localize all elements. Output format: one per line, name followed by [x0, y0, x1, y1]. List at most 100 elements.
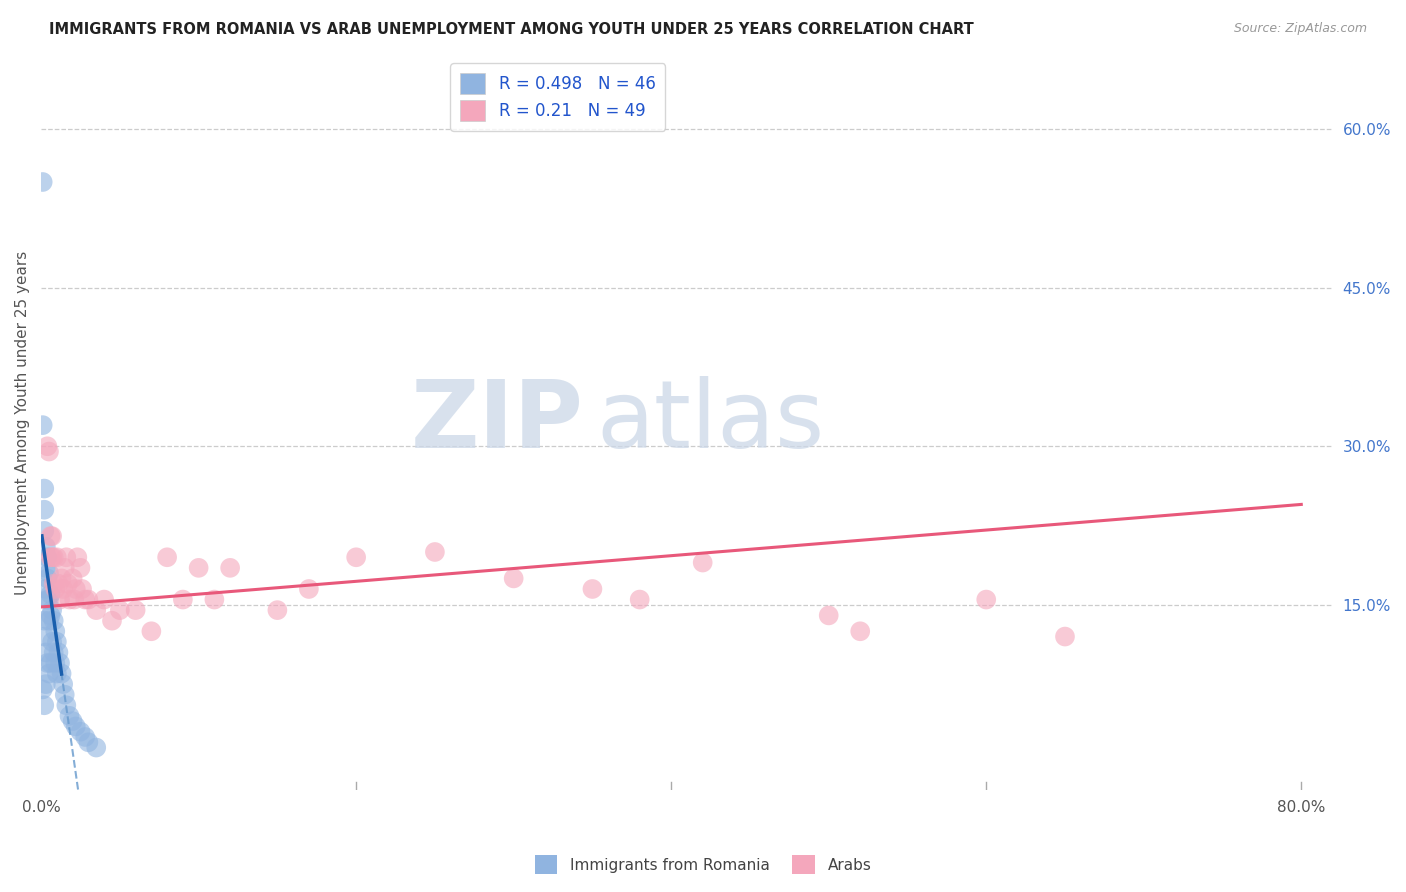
Point: [42, 645, 65, 659]
Point: [39, 608, 62, 623]
Legend: R = 0.498   N = 46, R = 0.21   N = 49: R = 0.498 N = 46, R = 0.21 N = 49: [450, 63, 665, 131]
Point: [38, 666, 60, 681]
Point: [37, 656, 59, 670]
Text: ZIP: ZIP: [411, 376, 583, 468]
Point: [849, 624, 872, 639]
Point: [63, 592, 86, 607]
Point: [32, 524, 55, 538]
Point: [298, 582, 321, 596]
Point: [39, 529, 62, 543]
Point: [45, 550, 67, 565]
Point: [42, 576, 65, 591]
Point: [35, 582, 58, 596]
Point: [37, 550, 59, 565]
Point: [108, 603, 131, 617]
Point: [31, 175, 53, 189]
Point: [38, 566, 60, 581]
Point: [48, 645, 70, 659]
Point: [37, 592, 59, 607]
Point: [48, 576, 70, 591]
Point: [31, 682, 53, 697]
Point: [44, 656, 66, 670]
Point: [628, 592, 651, 607]
Point: [42, 614, 65, 628]
Point: [53, 688, 76, 702]
Text: IMMIGRANTS FROM ROMANIA VS ARAB UNEMPLOYMENT AMONG YOUTH UNDER 25 YEARS CORRELAT: IMMIGRANTS FROM ROMANIA VS ARAB UNEMPLOY…: [49, 22, 974, 37]
Point: [62, 714, 84, 728]
Y-axis label: Unemployment Among Youth under 25 years: Unemployment Among Youth under 25 years: [15, 251, 30, 595]
Point: [55, 550, 77, 565]
Point: [41, 529, 63, 543]
Point: [66, 550, 89, 565]
Legend: Immigrants from Romania, Arabs: Immigrants from Romania, Arabs: [529, 849, 877, 880]
Point: [581, 582, 603, 596]
Point: [35, 645, 58, 659]
Point: [58, 592, 80, 607]
Point: [817, 608, 839, 623]
Point: [32, 502, 55, 516]
Point: [41, 603, 63, 617]
Point: [35, 540, 58, 554]
Point: [974, 592, 997, 607]
Point: [39, 587, 62, 601]
Point: [266, 603, 288, 617]
Point: [202, 592, 225, 607]
Point: [49, 592, 72, 607]
Point: [32, 698, 55, 713]
Point: [172, 592, 194, 607]
Point: [69, 724, 91, 739]
Point: [75, 730, 97, 744]
Point: [31, 418, 53, 433]
Point: [39, 550, 62, 565]
Point: [77, 592, 100, 607]
Point: [58, 709, 80, 723]
Point: [32, 614, 55, 628]
Point: [45, 635, 67, 649]
Point: [38, 592, 60, 607]
Point: [344, 550, 367, 565]
Point: [124, 603, 146, 617]
Point: [70, 582, 93, 596]
Point: [41, 550, 63, 565]
Point: [51, 571, 73, 585]
Point: [93, 592, 115, 607]
Point: [52, 677, 75, 691]
Point: [42, 550, 65, 565]
Text: atlas: atlas: [596, 376, 825, 468]
Point: [84, 603, 107, 617]
Point: [692, 556, 714, 570]
Point: [219, 561, 242, 575]
Point: [62, 571, 84, 585]
Point: [35, 561, 58, 575]
Point: [39, 656, 62, 670]
Point: [38, 614, 60, 628]
Point: [141, 624, 163, 639]
Point: [41, 635, 63, 649]
Point: [32, 630, 55, 644]
Point: [75, 592, 97, 607]
Point: [423, 545, 446, 559]
Point: [37, 571, 59, 585]
Point: [187, 561, 209, 575]
Point: [56, 576, 79, 591]
Point: [49, 656, 72, 670]
Point: [65, 582, 87, 596]
Point: [37, 439, 59, 453]
Point: [65, 719, 87, 733]
Point: [101, 614, 124, 628]
Point: [77, 735, 100, 749]
Point: [44, 582, 66, 596]
Point: [55, 698, 77, 713]
Point: [53, 561, 76, 575]
Point: [35, 677, 58, 691]
Point: [1053, 630, 1076, 644]
Point: [38, 444, 60, 458]
Point: [69, 561, 91, 575]
Point: [84, 740, 107, 755]
Point: [156, 550, 179, 565]
Point: [51, 666, 73, 681]
Point: [44, 624, 66, 639]
Text: Source: ZipAtlas.com: Source: ZipAtlas.com: [1233, 22, 1367, 36]
Point: [52, 582, 75, 596]
Point: [502, 571, 524, 585]
